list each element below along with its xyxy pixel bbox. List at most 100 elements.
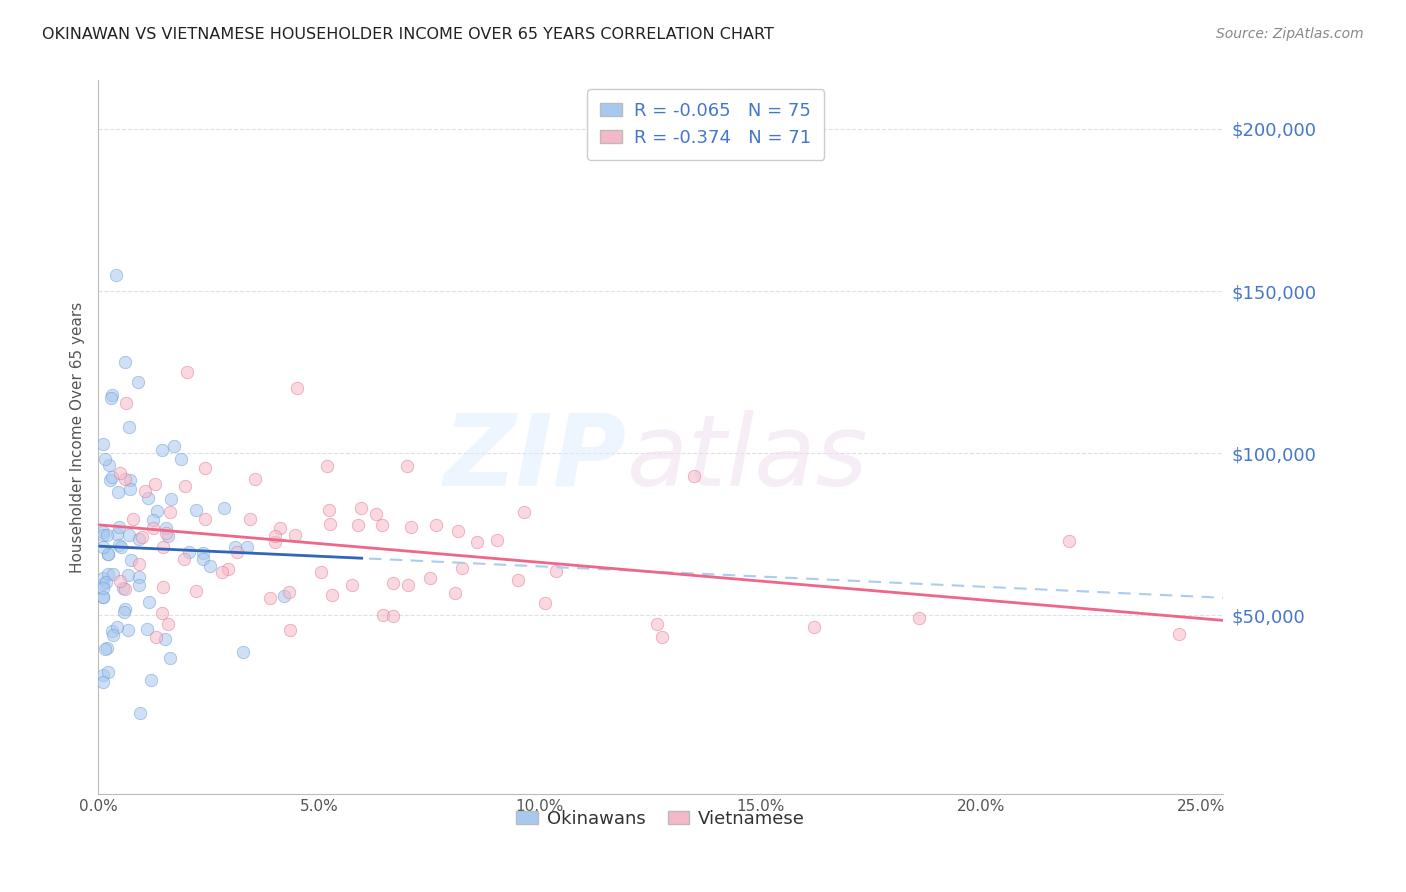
Point [193,552,215,566]
Point [506,574,529,588]
Point [94,574,117,589]
Point [533,597,555,611]
Point [152,581,174,595]
Point [447,524,470,538]
Point [120,553,142,567]
Point [157,529,180,543]
Point [91,437,114,451]
Point [91,591,114,605]
Point [803,620,825,634]
Point [94,451,117,466]
Point [285,381,308,395]
Point [908,611,931,625]
Point [105,527,128,541]
Point [224,540,246,554]
Point [263,529,285,543]
Point [91,528,114,542]
Point [236,541,259,555]
Point [96,528,118,542]
Point [97,547,120,561]
Point [467,535,489,549]
Point [152,540,174,554]
Point [128,570,150,584]
Point [145,504,167,518]
Point [114,582,136,597]
Point [239,511,262,525]
Point [110,540,132,554]
Point [127,375,149,389]
Point [263,535,285,549]
Point [141,673,163,688]
Point [114,472,136,486]
Point [91,674,114,689]
Point [273,589,295,603]
Point [91,524,114,539]
Text: atlas: atlas [627,410,869,507]
Point [131,529,153,543]
Y-axis label: Householder Income Over 65 years: Householder Income Over 65 years [69,301,84,573]
Point [91,571,114,585]
Point [101,624,124,639]
Point [176,365,198,379]
Point [212,500,235,515]
Point [217,561,239,575]
Point [108,520,131,534]
Point [450,561,472,575]
Point [1057,533,1080,548]
Point [373,607,395,622]
Point [142,521,165,535]
Point [128,532,150,546]
Point [382,609,405,624]
Point [544,564,567,578]
Text: ZIP: ZIP [444,410,627,507]
Point [105,620,128,634]
Point [371,517,394,532]
Point [186,583,208,598]
Point [134,484,156,499]
Point [645,617,668,632]
Point [110,466,132,480]
Point [321,588,343,602]
Point [97,665,120,679]
Point [309,565,332,579]
Point [425,517,447,532]
Point [117,623,139,637]
Point [159,650,181,665]
Point [173,552,195,566]
Point [278,585,301,599]
Point [225,545,247,559]
Legend: Okinawans, Vietnamese: Okinawans, Vietnamese [509,803,813,835]
Point [155,525,177,540]
Point [96,640,118,655]
Point [366,508,388,522]
Point [194,460,217,475]
Point [128,557,150,571]
Point [97,567,120,582]
Point [269,521,291,535]
Point [198,558,221,573]
Point [103,567,125,582]
Point [163,439,186,453]
Point [107,485,129,500]
Point [108,538,131,552]
Point [138,595,160,609]
Point [193,547,215,561]
Point [211,565,233,579]
Point [278,623,301,637]
Point [444,586,467,600]
Point [232,645,254,659]
Point [186,502,208,516]
Point [138,491,160,505]
Point [419,571,441,585]
Point [120,473,142,487]
Point [179,545,201,559]
Point [143,476,166,491]
Point [155,521,177,535]
Point [486,533,509,547]
Point [142,513,165,527]
Point [340,578,363,592]
Point [96,548,118,562]
Point [101,628,124,642]
Point [93,642,115,657]
Point [128,578,150,592]
